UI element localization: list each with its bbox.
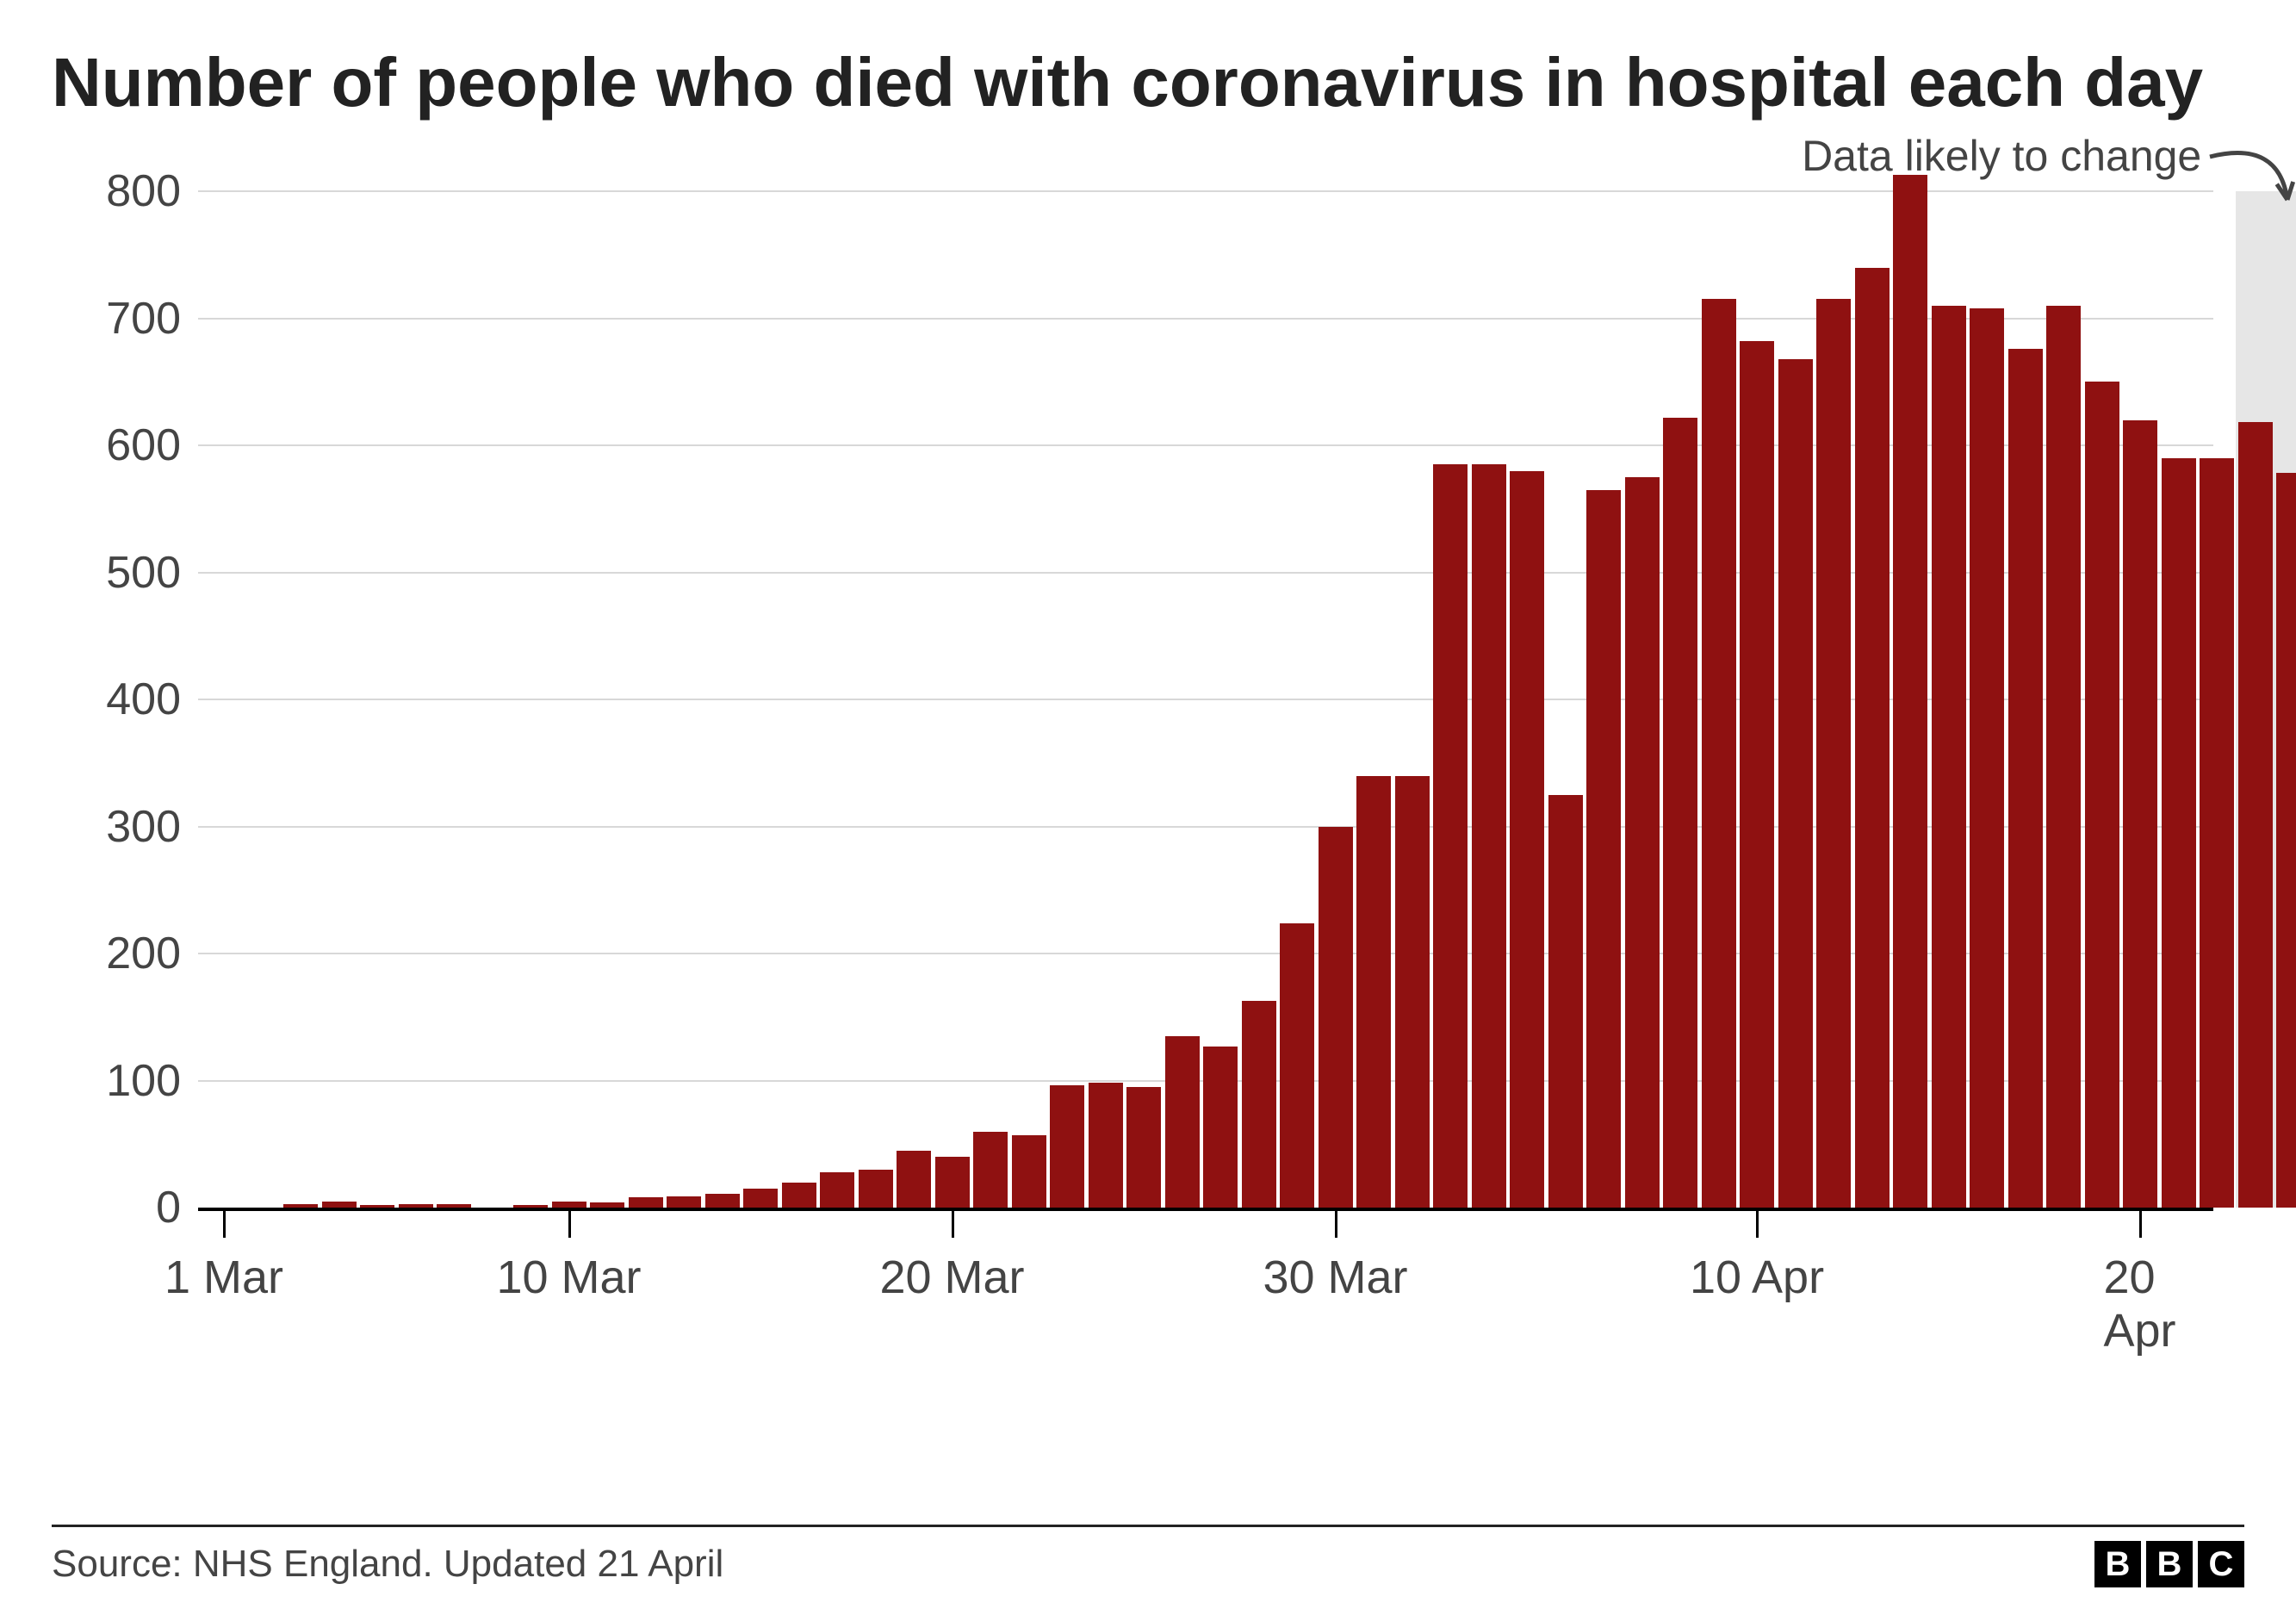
bar <box>897 1151 931 1208</box>
bar <box>1280 923 1314 1208</box>
x-axis-label: 1 Mar <box>164 1251 283 1304</box>
bar <box>1089 1083 1123 1208</box>
bar <box>1050 1085 1084 1208</box>
bar <box>1970 308 2004 1208</box>
bar <box>629 1197 663 1208</box>
bar <box>1472 464 1506 1208</box>
bar <box>2085 382 2119 1208</box>
bar <box>859 1170 893 1208</box>
bar <box>1548 795 1583 1208</box>
x-axis-label: 20 Apr <box>2104 1251 2177 1357</box>
annotation-arrow <box>2158 105 2296 252</box>
source-text: Source: NHS England. Updated 21 April <box>52 1543 723 1586</box>
bar <box>1356 776 1391 1208</box>
y-axis-label: 500 <box>106 547 181 599</box>
plot-area: 0 100 200 300 400 500 600 700 800 1 Mar 10 Mar 20 M… <box>103 157 2213 1345</box>
bar <box>1203 1047 1238 1208</box>
bar <box>1702 299 1736 1208</box>
bar <box>1510 471 1544 1208</box>
bar <box>2123 420 2157 1208</box>
y-axis-label: 400 <box>106 674 181 725</box>
bar <box>1855 268 1890 1208</box>
bar <box>1816 299 1851 1208</box>
bar <box>743 1189 778 1208</box>
bar <box>1932 306 1966 1208</box>
x-axis-label: 10 Mar <box>496 1251 641 1304</box>
y-axis-label: 100 <box>106 1055 181 1107</box>
bbc-logo-letter: B <box>2146 1541 2193 1587</box>
x-axis-tick <box>1335 1210 1337 1238</box>
chart-title: Number of people who died with coronavir… <box>52 43 2244 122</box>
bar <box>705 1194 740 1208</box>
footer: Source: NHS England. Updated 21 April B … <box>52 1525 2244 1587</box>
y-axis-label: 700 <box>106 293 181 345</box>
bar <box>782 1183 816 1208</box>
x-axis-tick <box>2139 1210 2142 1238</box>
y-axis-label: 600 <box>106 419 181 471</box>
bar <box>1395 776 1430 1208</box>
bar <box>1778 359 1813 1208</box>
bar <box>1165 1036 1200 1208</box>
x-axis-tick <box>952 1210 954 1238</box>
x-axis-tick <box>568 1210 571 1238</box>
x-axis-tick <box>223 1210 226 1238</box>
bar <box>1625 477 1660 1208</box>
x-axis-label: 10 Apr <box>1690 1251 1824 1304</box>
y-axis-label: 300 <box>106 801 181 853</box>
bar <box>552 1202 586 1208</box>
x-axis-label: 30 Mar <box>1263 1251 1407 1304</box>
bar <box>2162 458 2196 1208</box>
annotation-label: Data likely to change <box>1802 131 2201 181</box>
y-axis-label: 0 <box>156 1182 181 1233</box>
x-axis-label: 20 Mar <box>879 1251 1024 1304</box>
bar <box>1319 827 1353 1208</box>
bar <box>2008 349 2043 1208</box>
bar <box>1893 175 1927 1208</box>
bar <box>1740 341 1774 1208</box>
bbc-logo-letter: C <box>2198 1541 2244 1587</box>
bar <box>2276 473 2296 1208</box>
bar <box>667 1196 701 1208</box>
bar <box>820 1172 854 1208</box>
bar <box>1012 1135 1046 1208</box>
y-axis-label: 200 <box>106 928 181 979</box>
bar <box>1126 1087 1161 1208</box>
bar <box>2238 422 2273 1208</box>
bar <box>1663 418 1697 1208</box>
bar <box>1433 464 1468 1208</box>
x-axis-baseline <box>198 1208 2213 1211</box>
bar <box>1242 1001 1276 1208</box>
bar <box>1586 490 1621 1208</box>
y-axis-label: 800 <box>106 165 181 217</box>
bar <box>322 1202 357 1208</box>
bar <box>2200 458 2234 1208</box>
bar <box>973 1132 1008 1208</box>
bbc-logo-letter: B <box>2094 1541 2141 1587</box>
bbc-logo: B B C <box>2094 1541 2244 1587</box>
chart-container: Number of people who died with coronavir… <box>0 0 2296 1615</box>
x-axis-tick <box>1756 1210 1759 1238</box>
bar <box>2046 306 2081 1208</box>
bar <box>935 1157 970 1208</box>
